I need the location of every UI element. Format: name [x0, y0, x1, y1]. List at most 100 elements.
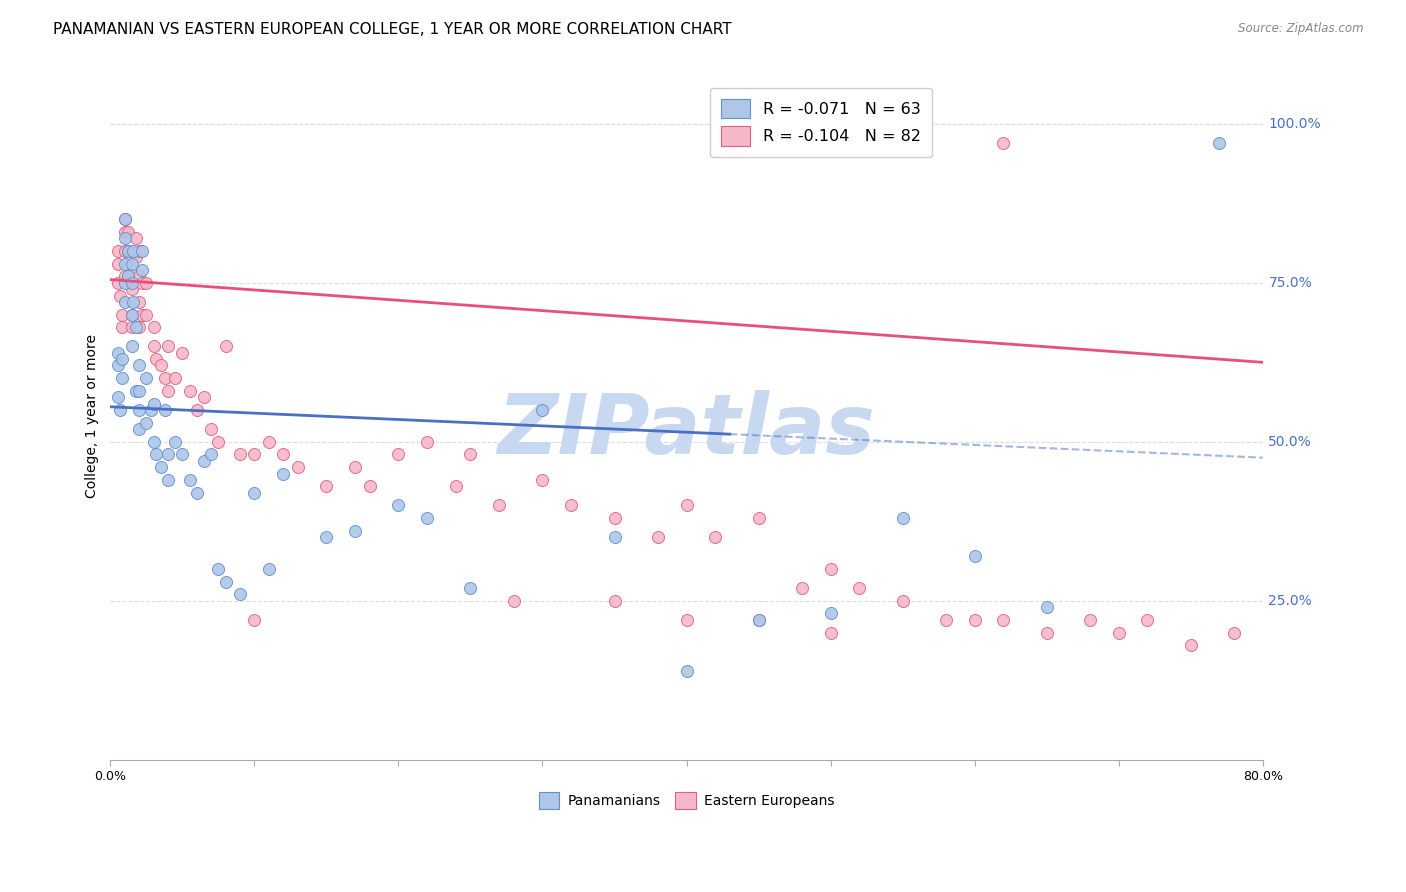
Point	[107, 257, 129, 271]
Point	[142, 339, 165, 353]
Point	[111, 320, 134, 334]
Point	[117, 269, 139, 284]
Point	[1208, 136, 1230, 150]
Point	[1136, 613, 1159, 627]
Text: Source: ZipAtlas.com: Source: ZipAtlas.com	[1239, 22, 1364, 36]
Point	[110, 403, 132, 417]
Point	[125, 384, 148, 398]
Point	[153, 371, 176, 385]
Text: 100.0%: 100.0%	[1268, 117, 1322, 131]
Point	[131, 308, 153, 322]
Point	[603, 593, 626, 607]
Point	[153, 403, 176, 417]
Point	[157, 448, 180, 462]
Point	[993, 613, 1015, 627]
Point	[647, 530, 669, 544]
Point	[122, 244, 145, 258]
Point	[603, 530, 626, 544]
Point	[114, 257, 136, 271]
Point	[820, 625, 842, 640]
Point	[145, 352, 167, 367]
Point	[107, 359, 129, 373]
Point	[122, 294, 145, 309]
Point	[117, 225, 139, 239]
Point	[121, 339, 143, 353]
Text: 25.0%: 25.0%	[1268, 594, 1312, 607]
Point	[315, 479, 337, 493]
Point	[157, 339, 180, 353]
Point	[229, 587, 252, 601]
Point	[387, 499, 409, 513]
Point	[131, 263, 153, 277]
Point	[131, 244, 153, 258]
Point	[121, 244, 143, 258]
Point	[157, 473, 180, 487]
Point	[128, 384, 150, 398]
Point	[1035, 625, 1057, 640]
Point	[243, 485, 266, 500]
Point	[243, 613, 266, 627]
Point	[111, 352, 134, 367]
Point	[157, 384, 180, 398]
Point	[114, 244, 136, 258]
Point	[107, 276, 129, 290]
Point	[675, 664, 697, 678]
Point	[344, 460, 367, 475]
Point	[1180, 638, 1202, 652]
Point	[257, 434, 280, 449]
Point	[1078, 613, 1101, 627]
Point	[125, 320, 148, 334]
Point	[114, 269, 136, 284]
Point	[142, 396, 165, 410]
Point	[193, 454, 215, 468]
Point	[142, 434, 165, 449]
Point	[128, 294, 150, 309]
Point	[271, 467, 294, 481]
Point	[675, 499, 697, 513]
Point	[135, 371, 157, 385]
Point	[121, 320, 143, 334]
Point	[149, 460, 172, 475]
Point	[747, 511, 769, 525]
Point	[820, 607, 842, 621]
Point	[200, 448, 222, 462]
Point	[1108, 625, 1130, 640]
Point	[1223, 625, 1246, 640]
Point	[531, 473, 554, 487]
Point	[531, 403, 554, 417]
Point	[121, 308, 143, 322]
Point	[125, 251, 148, 265]
Point	[935, 613, 957, 627]
Point	[271, 448, 294, 462]
Point	[128, 320, 150, 334]
Point	[387, 448, 409, 462]
Point	[121, 257, 143, 271]
Text: ZIPatlas: ZIPatlas	[498, 390, 876, 471]
Point	[114, 294, 136, 309]
Point	[444, 479, 467, 493]
Point	[200, 422, 222, 436]
Point	[416, 434, 439, 449]
Point	[145, 448, 167, 462]
Point	[1035, 600, 1057, 615]
Point	[416, 511, 439, 525]
Point	[121, 263, 143, 277]
Point	[111, 308, 134, 322]
Point	[107, 390, 129, 404]
Point	[747, 613, 769, 627]
Point	[172, 448, 194, 462]
Point	[790, 581, 813, 595]
Point	[117, 244, 139, 258]
Point	[214, 339, 236, 353]
Point	[121, 282, 143, 296]
Point	[149, 359, 172, 373]
Point	[488, 499, 510, 513]
Point	[344, 524, 367, 538]
Point	[502, 593, 524, 607]
Point	[165, 434, 187, 449]
Point	[179, 384, 201, 398]
Point	[128, 422, 150, 436]
Point	[110, 288, 132, 302]
Point	[135, 276, 157, 290]
Point	[315, 530, 337, 544]
